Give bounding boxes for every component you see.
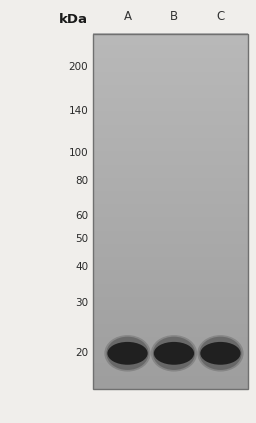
Text: B: B [170,10,178,23]
Text: 80: 80 [75,176,88,186]
Text: 30: 30 [75,298,88,308]
Ellipse shape [151,335,197,371]
Ellipse shape [106,337,149,370]
Ellipse shape [197,335,244,371]
Text: 200: 200 [69,61,88,71]
Ellipse shape [104,335,151,371]
Text: 60: 60 [75,212,88,222]
Ellipse shape [200,342,241,365]
Text: 100: 100 [69,148,88,158]
Text: C: C [216,10,225,23]
Text: A: A [123,10,132,23]
Ellipse shape [199,337,242,370]
Text: 20: 20 [75,348,88,358]
Ellipse shape [153,337,195,370]
Ellipse shape [154,342,194,365]
Text: 40: 40 [75,262,88,272]
Text: kDa: kDa [59,13,88,25]
Text: 50: 50 [75,234,88,244]
Bar [93,34,248,389]
Ellipse shape [107,342,148,365]
Text: 140: 140 [69,106,88,116]
